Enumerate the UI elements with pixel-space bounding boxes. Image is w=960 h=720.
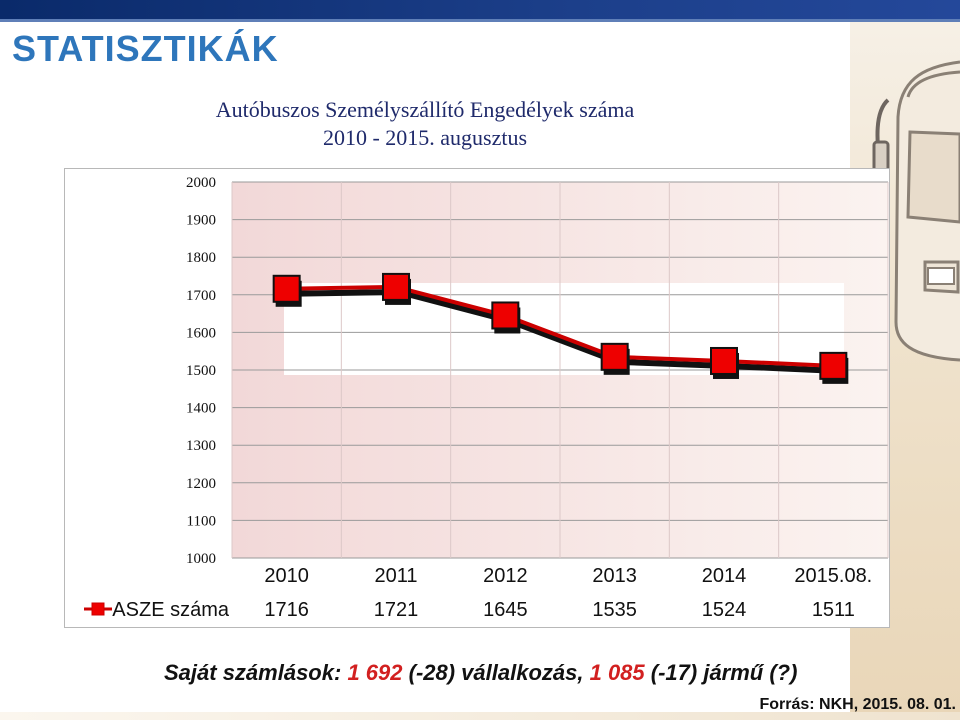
data-point xyxy=(600,342,629,371)
y-tick-label: 1600 xyxy=(186,325,216,341)
highlight-box xyxy=(284,283,844,375)
data-label: 1721 xyxy=(374,599,419,621)
chart-title: Autóbuszos Személyszállító Engedélyek sz… xyxy=(215,97,635,122)
footer-note: Saját számlások: 1 692 (-28) vállalkozás… xyxy=(164,660,797,686)
y-tick-label: 1800 xyxy=(186,250,216,266)
y-tick-label: 1700 xyxy=(186,288,216,304)
data-point xyxy=(710,346,738,375)
data-point xyxy=(491,301,520,330)
footer-prefix: Saját számlások: xyxy=(164,660,348,685)
footer-suffix: (-17) jármű (?) xyxy=(644,660,798,685)
data-label: 1535 xyxy=(592,599,637,621)
series-line-shadow xyxy=(289,288,837,374)
x-category-label: 2013 xyxy=(592,565,637,587)
y-tick-label: 1400 xyxy=(186,401,216,417)
y-axis-ticks: 2000 1900 1800 1700 1600 1500 1400 1300 1200 1100… xyxy=(186,175,216,567)
x-category-label: 2012 xyxy=(483,565,528,587)
data-table: 2010 2011 2012 2013 2014 2015.08. ASZE száma 17… xyxy=(84,565,872,621)
series-group xyxy=(272,272,849,384)
x-category-label: 2015.08. xyxy=(794,565,872,587)
source-note: Forrás: NKH, 2015. 08. 01. xyxy=(759,696,956,713)
data-point xyxy=(819,351,848,380)
chart-subtitle: 2010 - 2015. augusztus xyxy=(322,125,528,150)
y-tick-label: 2000 xyxy=(186,175,216,191)
y-tick-label: 1500 xyxy=(186,363,216,379)
x-category-label: 2010 xyxy=(264,565,309,587)
data-label: 1716 xyxy=(264,599,309,621)
footer-num1: 1 692 xyxy=(347,660,403,685)
data-label: 1511 xyxy=(812,599,855,621)
legend-label: ASZE száma xyxy=(112,599,230,621)
gridlines xyxy=(231,181,889,559)
y-tick-label: 1000 xyxy=(186,551,216,567)
bottom-strip xyxy=(0,712,960,720)
series-line xyxy=(286,284,834,368)
legend-marker xyxy=(91,602,105,616)
y-tick-label: 1900 xyxy=(186,213,216,229)
bus-illustration xyxy=(872,60,960,362)
x-category-label: 2011 xyxy=(374,565,417,587)
footer-mid: (-28) vállalkozás, xyxy=(402,660,590,685)
y-tick-label: 1100 xyxy=(187,513,216,529)
chart-title-block: Autóbuszos Személyszállító Engedélyek sz… xyxy=(170,96,680,152)
data-point xyxy=(382,272,410,301)
top-banner xyxy=(0,0,960,22)
data-label: 1645 xyxy=(483,599,528,621)
data-point xyxy=(272,274,301,303)
y-tick-label: 1200 xyxy=(186,476,216,492)
data-label: 1524 xyxy=(702,599,747,621)
x-category-label: 2014 xyxy=(702,565,747,587)
footer-num2: 1 085 xyxy=(589,660,645,685)
y-tick-label: 1300 xyxy=(186,438,216,454)
slide-title: STATISZTIKÁK xyxy=(12,28,279,69)
